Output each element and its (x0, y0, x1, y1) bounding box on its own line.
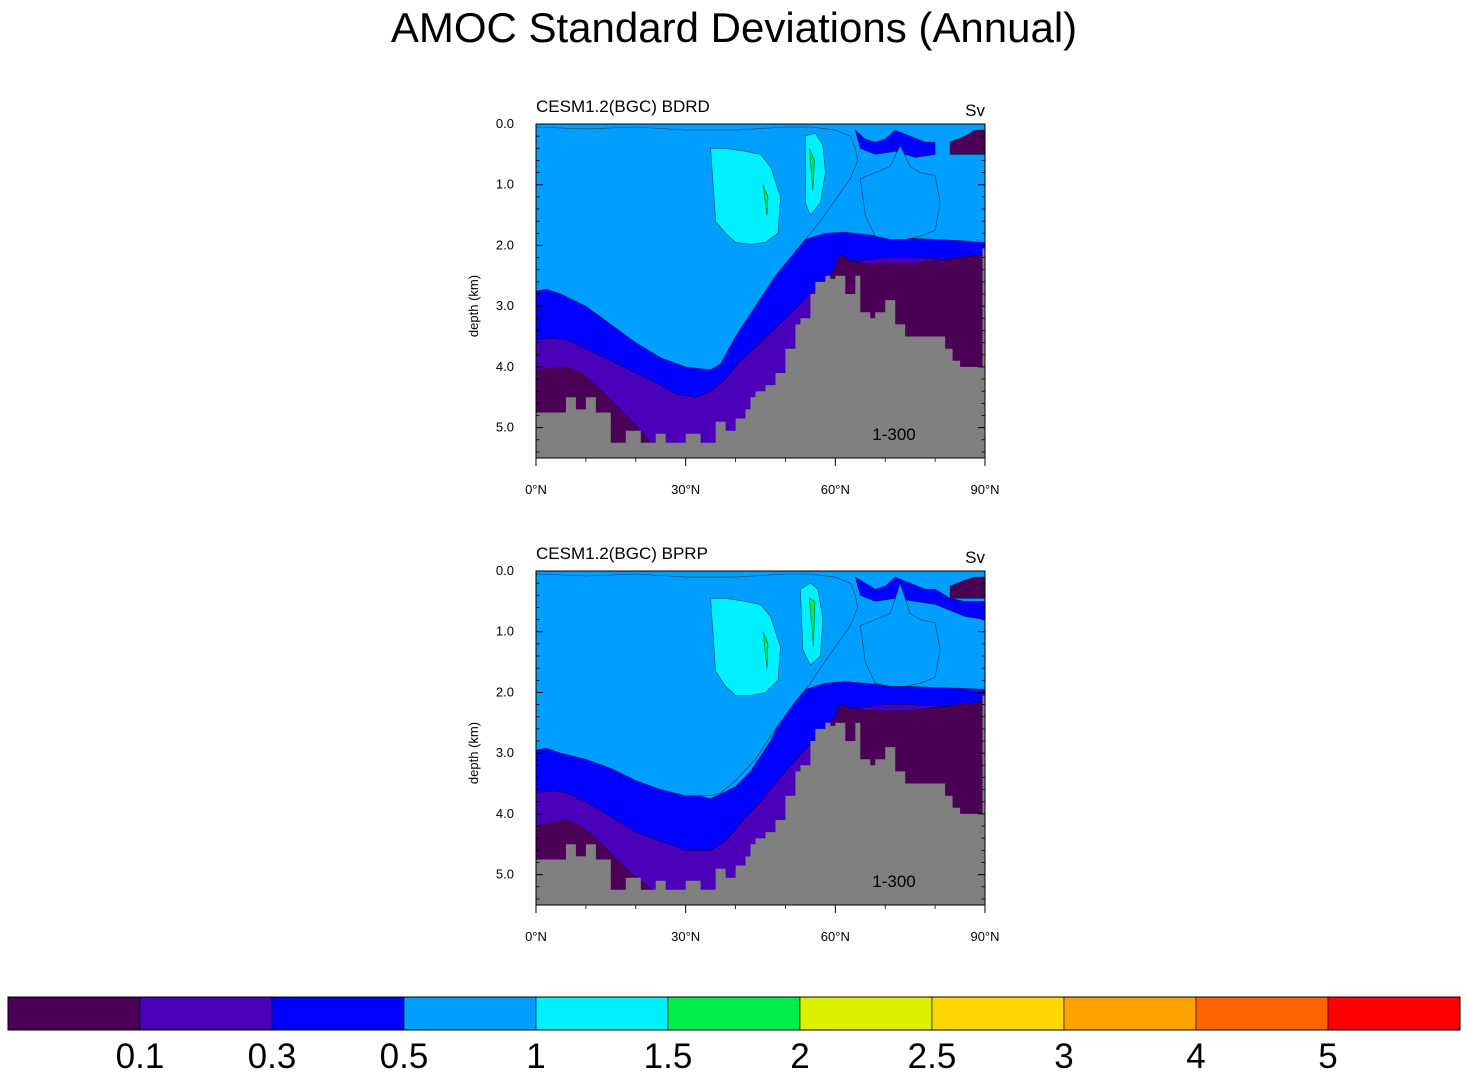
colorbar-label: 3 (1054, 1037, 1073, 1076)
contour-region-0.3-0.5 (854, 129, 936, 158)
contour-region-0.5-1 (859, 144, 941, 240)
plot-frame (535, 570, 986, 906)
bathymetry-mask (536, 248, 985, 458)
run-range-annotation: 1-300 (872, 872, 915, 891)
colorbar-swatch (667, 996, 801, 1031)
contour-region-0.5-1 (859, 582, 941, 687)
colorbar-label: 2 (790, 1037, 809, 1076)
colorbar-label: 0.5 (380, 1037, 429, 1076)
x-tick-label: 30°N (671, 929, 700, 944)
x-tick-label: 90°N (970, 929, 999, 944)
plot-area (536, 571, 985, 905)
colorbar-label: 1.5 (644, 1037, 693, 1076)
y-axis-title: depth (km) (466, 275, 481, 337)
y-axis-title: depth (km) (466, 722, 481, 784)
panel-2: 0.0 1.0 2.0 3.0 4.0 5.0 0°N 30°N 60°N 90°N CESM1.2… (466, 544, 1000, 944)
contour-region-0.5-1 (536, 573, 859, 797)
main-title: AMOC Standard Deviations (Annual) (390, 4, 1078, 51)
y-tick-label: 3.0 (496, 745, 514, 760)
colorbar-label: 5 (1318, 1037, 1337, 1076)
colorbar-swatch (931, 996, 1065, 1031)
x-tick-label: 60°N (821, 929, 850, 944)
panel-title: CESM1.2(BGC) BDRD (536, 97, 710, 116)
colorbar: 0.1 0.3 0.5 1 1.5 2 2.5 3 4 5 (7, 996, 1461, 1076)
contour-region-1-1.5 (710, 148, 781, 245)
y-tick-label: 5.0 (496, 420, 514, 435)
colorbar-swatch (1063, 996, 1197, 1031)
x-tick-label: 0°N (525, 482, 547, 497)
x-tick-label: 90°N (970, 482, 999, 497)
y-tick-label: 1.0 (496, 177, 514, 192)
y-tick-label: 2.0 (496, 684, 514, 699)
y-tick-label: 2.0 (496, 237, 514, 252)
colorbar-label: 1 (526, 1037, 545, 1076)
colorbar-swatch (535, 996, 669, 1031)
y-tick-label: 0.0 (496, 563, 514, 578)
x-tick-label: 60°N (821, 482, 850, 497)
y-tick-label: 1.0 (496, 624, 514, 639)
contour-region-0-0.1 (949, 129, 985, 155)
colorbar-label: 0.3 (248, 1037, 297, 1076)
colorbar-swatch (139, 996, 273, 1031)
colorbar-swatch (1327, 996, 1461, 1031)
run-range-annotation: 1-300 (872, 425, 915, 444)
colorbar-swatch (271, 996, 405, 1031)
contour-region-1-1.5 (710, 597, 781, 696)
colorbar-swatch (799, 996, 933, 1031)
y-tick-label: 4.0 (496, 359, 514, 374)
colorbar-swatch (403, 996, 537, 1031)
panel-title: CESM1.2(BGC) BPRP (536, 544, 708, 563)
colorbar-label: 4 (1186, 1037, 1205, 1076)
plot-area (536, 124, 985, 458)
x-tick-label: 30°N (671, 482, 700, 497)
units-label: Sv (965, 101, 985, 120)
colorbar-swatch (7, 996, 141, 1031)
plot-frame (535, 123, 986, 459)
y-tick-label: 4.0 (496, 806, 514, 821)
y-tick-label: 3.0 (496, 298, 514, 313)
colorbar-swatch (1195, 996, 1329, 1031)
colorbar-frame (7, 996, 1461, 1031)
contour-region-1.5-2 (762, 631, 769, 669)
colorbar-label: 2.5 (908, 1037, 957, 1076)
y-tick-label: 5.0 (496, 867, 514, 882)
units-label: Sv (965, 548, 985, 567)
contour-region-1.5-2 (809, 597, 816, 647)
colorbar-label: 0.1 (116, 1037, 165, 1076)
y-tick-label: 0.0 (496, 116, 514, 131)
contour-region-1.5-2 (762, 184, 769, 216)
contour-region-1.5-2 (809, 148, 815, 191)
bathymetry-mask (536, 695, 985, 905)
panel-1: 0.0 1.0 2.0 3.0 4.0 5.0 0°N 30°N 60°N 90°N CESM1.2… (466, 97, 1000, 497)
x-tick-label: 0°N (525, 929, 547, 944)
